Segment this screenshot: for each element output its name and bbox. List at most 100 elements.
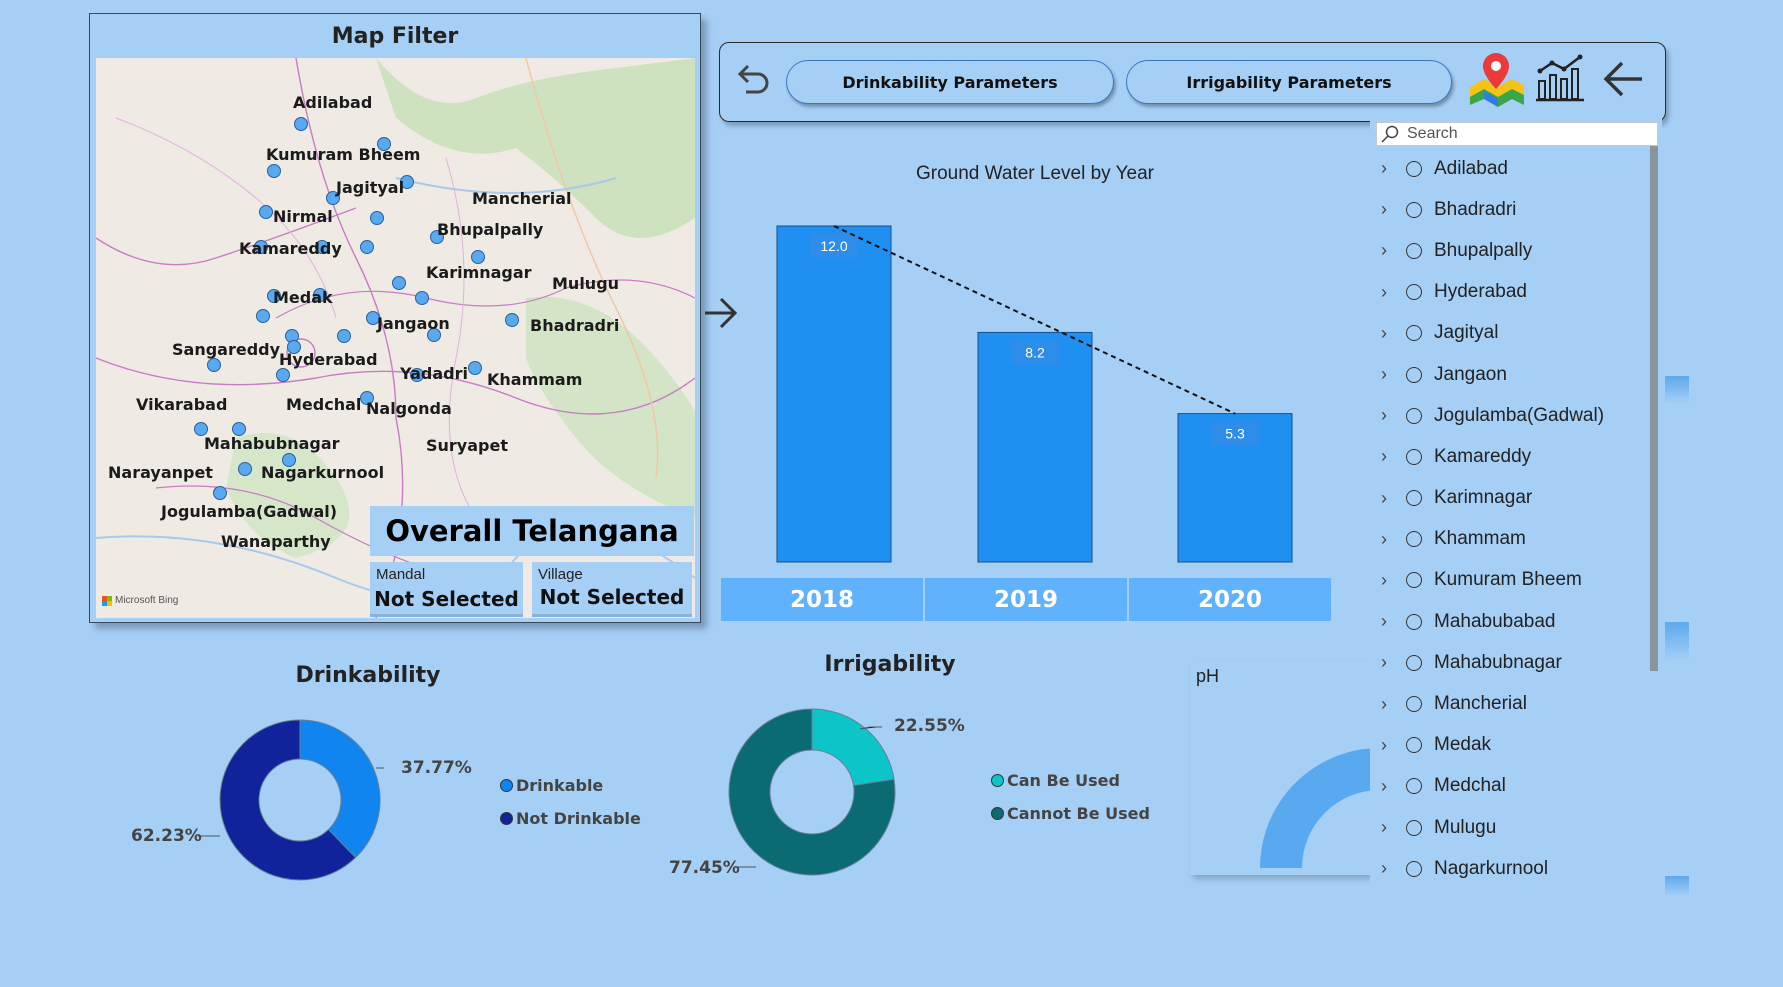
radio-button[interactable]	[1406, 654, 1422, 671]
radio-button[interactable]	[1406, 737, 1422, 754]
chevron-right-icon[interactable]: ›	[1381, 528, 1387, 549]
district-marker[interactable]	[366, 311, 380, 325]
district-marker[interactable]	[410, 368, 424, 382]
district-marker[interactable]	[505, 313, 519, 327]
slicer-item[interactable]: › Mulugu	[1370, 807, 1650, 848]
radio-button[interactable]	[1406, 778, 1422, 795]
slicer-item[interactable]: › Kamareddy	[1370, 436, 1650, 477]
irrigability-parameters-button[interactable]: Irrigability Parameters	[1126, 60, 1452, 104]
chevron-right-icon[interactable]: ›	[1381, 199, 1387, 220]
radio-button[interactable]	[1406, 242, 1422, 259]
district-marker[interactable]	[377, 137, 391, 151]
radio-button[interactable]	[1406, 819, 1422, 836]
legend-item-drinkable[interactable]: Drinkable	[500, 776, 641, 795]
search-input[interactable]: Search	[1407, 125, 1458, 142]
x-axis-category-2018[interactable]: 2018	[721, 578, 923, 621]
slicer-item[interactable]: › Karimnagar	[1370, 478, 1650, 519]
radio-button[interactable]	[1406, 284, 1422, 301]
slicer-item[interactable]: › Jagityal	[1370, 313, 1650, 354]
slicer-item[interactable]: › Bhadradri	[1370, 189, 1650, 230]
district-marker[interactable]	[294, 117, 308, 131]
chevron-right-icon[interactable]: ›	[1381, 240, 1387, 261]
chevron-right-icon[interactable]: ›	[1381, 652, 1387, 673]
district-marker[interactable]	[238, 462, 252, 476]
district-marker[interactable]	[415, 291, 429, 305]
chevron-right-icon[interactable]: ›	[1381, 405, 1387, 426]
district-marker[interactable]	[232, 422, 246, 436]
radio-button[interactable]	[1406, 860, 1422, 877]
chevron-right-icon[interactable]: ›	[1381, 322, 1387, 343]
chevron-right-icon[interactable]: ›	[1381, 364, 1387, 385]
radio-button[interactable]	[1406, 448, 1422, 465]
district-marker[interactable]	[315, 240, 329, 254]
slicer-item[interactable]: › Mahabubnagar	[1370, 642, 1650, 683]
district-marker[interactable]	[392, 276, 406, 290]
radio-button[interactable]	[1406, 160, 1422, 177]
slicer-item[interactable]: › Bhupalpally	[1370, 230, 1650, 271]
radio-button[interactable]	[1406, 407, 1422, 424]
donut-slice-drinkable[interactable]	[299, 719, 381, 859]
radio-button[interactable]	[1406, 572, 1422, 589]
district-marker[interactable]	[427, 328, 441, 342]
chevron-right-icon[interactable]: ›	[1381, 817, 1387, 838]
legend-item-not-drinkable[interactable]: Not Drinkable	[500, 809, 641, 828]
district-marker[interactable]	[400, 175, 414, 189]
radio-button[interactable]	[1406, 490, 1422, 507]
district-marker[interactable]	[207, 358, 221, 372]
slicer-item[interactable]: › Kumuram Bheem	[1370, 560, 1650, 601]
district-marker[interactable]	[267, 164, 281, 178]
district-marker[interactable]	[282, 453, 296, 467]
chevron-right-icon[interactable]: ›	[1381, 693, 1387, 714]
donut-slice-not-drinkable[interactable]	[219, 719, 357, 881]
slicer-item[interactable]: › Jangaon	[1370, 354, 1650, 395]
district-marker[interactable]	[287, 340, 301, 354]
slicer-item[interactable]: › Mahabubabad	[1370, 601, 1650, 642]
slicer-item[interactable]: › Mancherial	[1370, 683, 1650, 724]
chevron-right-icon[interactable]: ›	[1381, 734, 1387, 755]
radio-button[interactable]	[1406, 696, 1422, 713]
slicer-search-box[interactable]: Search	[1376, 122, 1658, 146]
bar-2019[interactable]	[977, 331, 1093, 563]
slicer-item[interactable]: › Jogulamba(Gadwal)	[1370, 395, 1650, 436]
district-marker[interactable]	[259, 205, 273, 219]
district-marker[interactable]	[267, 289, 281, 303]
district-marker[interactable]	[276, 368, 290, 382]
chevron-right-icon[interactable]: ›	[1381, 281, 1387, 302]
chevron-right-icon[interactable]: ›	[1381, 858, 1387, 879]
radio-button[interactable]	[1406, 201, 1422, 218]
slicer-item[interactable]: › Hyderabad	[1370, 272, 1650, 313]
slicer-item[interactable]: › Nagarkurnool	[1370, 848, 1650, 889]
legend-item-cannot-be-used[interactable]: Cannot Be Used	[991, 804, 1150, 823]
district-marker[interactable]	[468, 361, 482, 375]
district-marker[interactable]	[471, 250, 485, 264]
chevron-right-icon[interactable]: ›	[1381, 775, 1387, 796]
map-pin-icon[interactable]	[1466, 51, 1526, 107]
district-marker[interactable]	[360, 391, 374, 405]
slicer-item[interactable]: › Adilabad	[1370, 148, 1650, 189]
village-selection-card[interactable]: Village Not Selected	[532, 562, 692, 617]
back-arrow-icon[interactable]	[1600, 57, 1646, 101]
district-marker[interactable]	[337, 329, 351, 343]
legend-item-can-be-used[interactable]: Can Be Used	[991, 771, 1150, 790]
donut-slice-cannot-be-used[interactable]	[728, 708, 896, 876]
chevron-right-icon[interactable]: ›	[1381, 569, 1387, 590]
bar-2018[interactable]	[776, 225, 892, 563]
chevron-right-icon[interactable]: ›	[1381, 446, 1387, 467]
radio-button[interactable]	[1406, 613, 1422, 630]
district-marker[interactable]	[213, 486, 227, 500]
x-axis-category-2019[interactable]: 2019	[925, 578, 1127, 621]
slicer-item[interactable]: › Khammam	[1370, 519, 1650, 560]
chevron-right-icon[interactable]: ›	[1381, 158, 1387, 179]
district-marker[interactable]	[326, 191, 340, 205]
district-marker[interactable]	[360, 240, 374, 254]
slicer-item[interactable]: › Medak	[1370, 725, 1650, 766]
radio-button[interactable]	[1406, 531, 1422, 548]
district-marker[interactable]	[313, 288, 327, 302]
district-marker[interactable]	[254, 240, 268, 254]
chart-icon[interactable]	[1536, 53, 1586, 103]
district-marker[interactable]	[194, 422, 208, 436]
district-marker[interactable]	[430, 230, 444, 244]
undo-icon[interactable]	[732, 58, 772, 98]
mandal-selection-card[interactable]: Mandal Not Selected	[370, 562, 523, 617]
radio-button[interactable]	[1406, 366, 1422, 383]
